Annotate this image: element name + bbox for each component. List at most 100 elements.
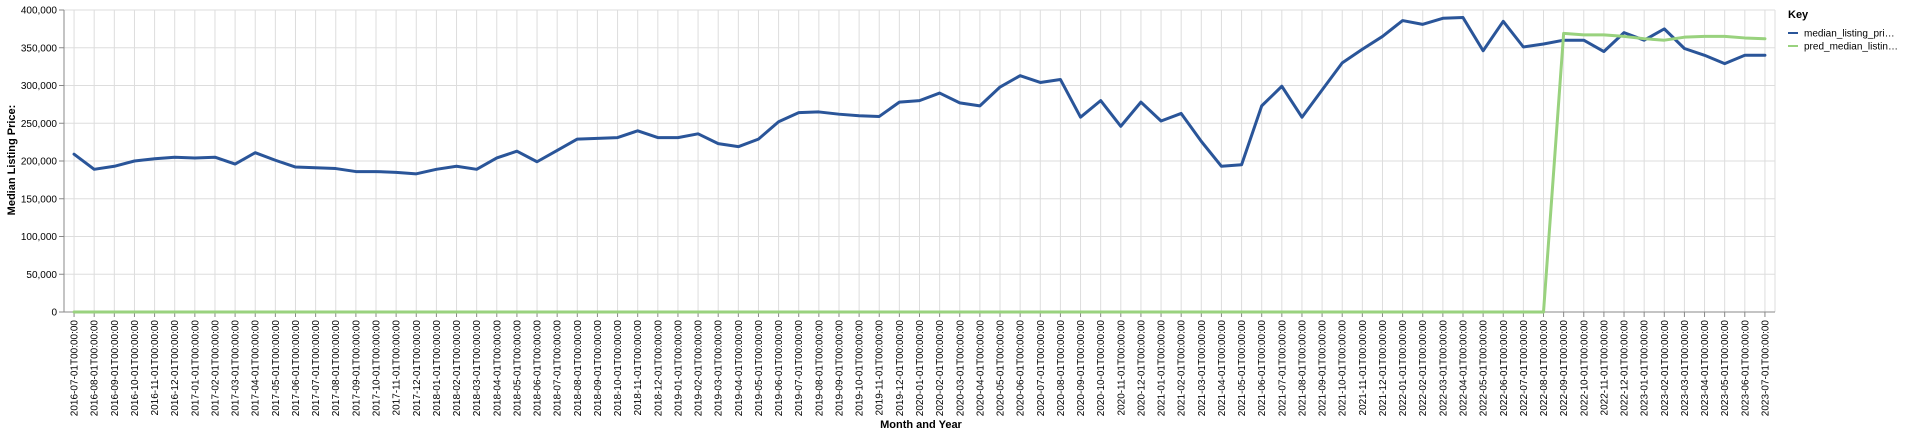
x-tick-label: 2020-10-01T00:00:00 [1096, 320, 1107, 417]
y-tick-label: 250,000 [21, 119, 58, 130]
x-tick-label: 2019-07-01T00:00:00 [794, 320, 805, 417]
y-tick-label: 350,000 [21, 43, 58, 54]
x-tick-label: 2019-08-01T00:00:00 [814, 320, 825, 417]
x-tick-label: 2017-10-01T00:00:00 [372, 320, 383, 417]
x-tick-label: 2017-05-01T00:00:00 [271, 320, 282, 417]
x-tick-label: 2017-09-01T00:00:00 [351, 320, 362, 417]
x-tick-label: 2017-11-01T00:00:00 [392, 320, 403, 416]
x-tick-label: 2023-05-01T00:00:00 [1720, 320, 1731, 417]
grid-layer [64, 9, 1776, 313]
x-tick-label: 2019-11-01T00:00:00 [875, 320, 886, 416]
x-tick-label: 2020-03-01T00:00:00 [955, 320, 966, 417]
x-tick-label: 2019-02-01T00:00:00 [694, 320, 705, 417]
x-tick-label: 2016-09-01T00:00:00 [110, 320, 121, 417]
x-tick-label: 2017-12-01T00:00:00 [412, 320, 423, 417]
x-axis-title: Month and Year [880, 419, 962, 431]
series-line-median-listing-price [72, 16, 1767, 176]
x-tick-label: 2019-12-01T00:00:00 [895, 320, 906, 417]
x-tick-label: 2022-07-01T00:00:00 [1519, 320, 1530, 417]
x-tick-label: 2022-09-01T00:00:00 [1559, 320, 1570, 417]
legend-label: pred_median_listin… [1804, 42, 1898, 53]
x-tick-label: 2019-05-01T00:00:00 [754, 320, 765, 417]
x-tick-label: 2023-06-01T00:00:00 [1740, 320, 1751, 417]
x-tick-label: 2021-06-01T00:00:00 [1257, 320, 1268, 417]
x-tick-label: 2023-04-01T00:00:00 [1700, 320, 1711, 417]
x-tick-label: 2020-04-01T00:00:00 [975, 320, 986, 417]
x-tick-label: 2022-03-01T00:00:00 [1438, 320, 1449, 417]
x-tick-label: 2019-06-01T00:00:00 [774, 320, 785, 417]
x-tick-label: 2020-07-01T00:00:00 [1036, 320, 1047, 417]
x-tick-label: 2019-09-01T00:00:00 [834, 320, 845, 417]
x-tick-label: 2022-05-01T00:00:00 [1479, 320, 1490, 417]
y-tick-label: 50,000 [26, 270, 57, 281]
x-tick-label: 2019-01-01T00:00:00 [673, 320, 684, 417]
x-tick-label: 2021-09-01T00:00:00 [1318, 320, 1329, 417]
x-tick-label: 2018-03-01T00:00:00 [472, 320, 483, 417]
x-tick-label: 2022-08-01T00:00:00 [1539, 320, 1550, 417]
x-tick-label: 2016-08-01T00:00:00 [90, 320, 101, 417]
x-tick-label: 2022-01-01T00:00:00 [1398, 320, 1409, 417]
x-tick-label: 2020-01-01T00:00:00 [915, 320, 926, 417]
x-tick-label: 2022-10-01T00:00:00 [1579, 320, 1590, 417]
x-tick-label: 2016-07-01T00:00:00 [70, 320, 81, 417]
y-tick-label: 300,000 [21, 81, 58, 92]
x-tick-label: 2018-06-01T00:00:00 [533, 320, 544, 417]
x-tick-label: 2020-12-01T00:00:00 [1136, 320, 1147, 417]
y-axis-title: Median Listing Price: [6, 105, 18, 216]
x-tick-label: 2022-02-01T00:00:00 [1418, 320, 1429, 417]
x-tick-label: 2021-01-01T00:00:00 [1157, 320, 1168, 417]
x-tick-label: 2017-02-01T00:00:00 [210, 320, 221, 417]
x-tick-label: 2018-04-01T00:00:00 [492, 320, 503, 417]
x-tick-label: 2017-07-01T00:00:00 [311, 320, 322, 417]
x-tick-label: 2023-03-01T00:00:00 [1680, 320, 1691, 417]
x-tick-label: 2021-04-01T00:00:00 [1217, 320, 1228, 417]
x-tick-label: 2017-03-01T00:00:00 [231, 320, 242, 417]
y-tick-label: 400,000 [21, 6, 58, 17]
x-tick-label: 2020-06-01T00:00:00 [1016, 320, 1027, 417]
x-tick-label: 2022-04-01T00:00:00 [1458, 320, 1469, 417]
x-tick-label: 2016-10-01T00:00:00 [130, 320, 141, 417]
x-tick-label: 2017-04-01T00:00:00 [251, 320, 262, 417]
legend-label: median_listing_pri… [1804, 29, 1895, 40]
x-tick-label: 2018-12-01T00:00:00 [653, 320, 664, 417]
series-line-pred-median-listing-price [72, 31, 1767, 314]
legend-title: Key [1788, 9, 1809, 21]
x-tick-label: 2017-01-01T00:00:00 [190, 320, 201, 417]
x-tick-label: 2018-09-01T00:00:00 [593, 320, 604, 417]
x-tick-label: 2023-07-01T00:00:00 [1760, 320, 1771, 417]
x-tick-label: 2018-07-01T00:00:00 [553, 320, 564, 417]
x-tick-label: 2021-02-01T00:00:00 [1177, 320, 1188, 417]
x-tick-label: 2017-08-01T00:00:00 [331, 320, 342, 417]
x-tick-label: 2019-10-01T00:00:00 [855, 320, 866, 417]
x-tick-label: 2018-05-01T00:00:00 [512, 320, 523, 417]
legend-item: median_listing_pri… [1788, 29, 1895, 40]
y-tick-label: 0 [51, 308, 57, 319]
y-tick-label: 150,000 [21, 194, 58, 205]
x-tick-label: 2016-12-01T00:00:00 [170, 320, 181, 417]
x-tick-label: 2021-03-01T00:00:00 [1197, 320, 1208, 417]
x-tick-label: 2018-01-01T00:00:00 [432, 320, 443, 417]
x-tick-label: 2021-11-01T00:00:00 [1358, 320, 1369, 416]
axis-layer: 0 50,000 100,000 150,000 200,000 250,000 300,0… [21, 6, 1775, 417]
x-tick-label: 2021-12-01T00:00:00 [1378, 320, 1389, 417]
x-tick-label: 2020-05-01T00:00:00 [996, 320, 1007, 417]
x-tick-label: 2020-09-01T00:00:00 [1076, 320, 1087, 417]
x-tick-label: 2023-01-01T00:00:00 [1640, 320, 1651, 417]
y-tick-label: 200,000 [21, 157, 58, 168]
x-tick-label: 2020-02-01T00:00:00 [935, 320, 946, 417]
x-tick-label: 2018-02-01T00:00:00 [452, 320, 463, 417]
x-tick-label: 2023-02-01T00:00:00 [1660, 320, 1671, 417]
x-tick-label: 2018-11-01T00:00:00 [633, 320, 644, 416]
x-tick-label: 2022-06-01T00:00:00 [1499, 320, 1510, 417]
legend-item: pred_median_listin… [1788, 42, 1898, 53]
x-tick-label: 2019-03-01T00:00:00 [714, 320, 725, 417]
x-tick-label: 2022-12-01T00:00:00 [1620, 320, 1631, 417]
x-tick-label: 2018-10-01T00:00:00 [613, 320, 624, 417]
y-tick-label: 100,000 [21, 232, 58, 243]
x-tick-label: 2018-08-01T00:00:00 [573, 320, 584, 417]
x-tick-label: 2021-05-01T00:00:00 [1237, 320, 1248, 417]
x-tick-label: 2021-07-01T00:00:00 [1277, 320, 1288, 417]
x-tick-label: 2020-11-01T00:00:00 [1116, 320, 1127, 416]
